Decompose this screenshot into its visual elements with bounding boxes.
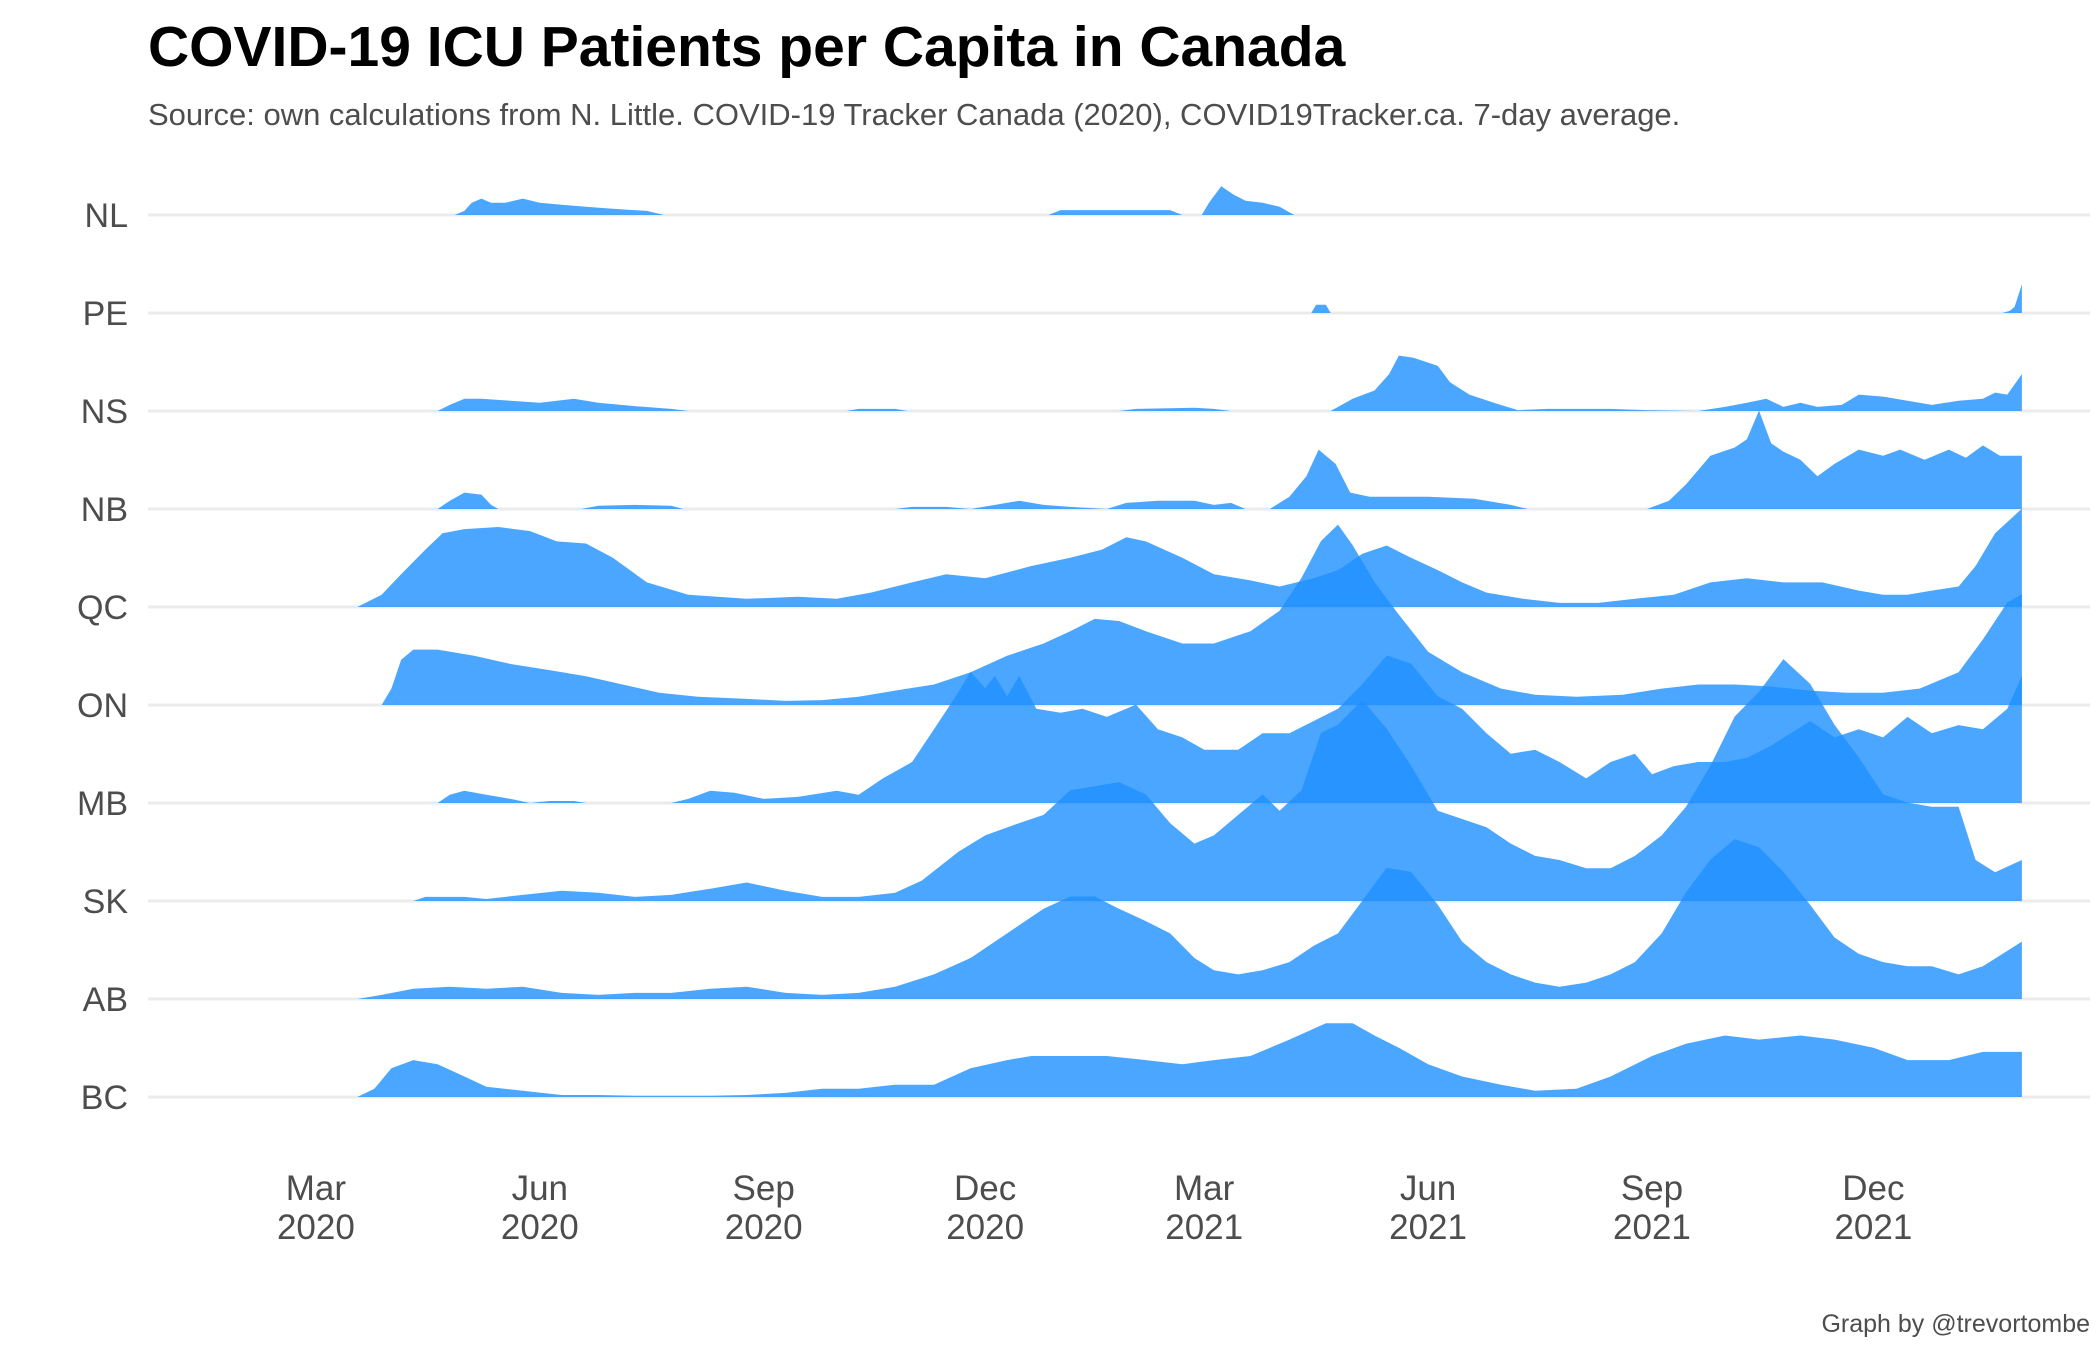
x-tick-year: 2021 <box>1165 1208 1243 1247</box>
y-label-bc: BC <box>81 1079 128 1117</box>
y-label-sk: SK <box>83 883 129 921</box>
x-tick-month: Dec <box>954 1169 1016 1208</box>
x-tick-year: 2020 <box>277 1208 355 1247</box>
chart-subtitle: Source: own calculations from N. Little.… <box>148 97 1681 132</box>
x-tick-year: 2021 <box>1389 1208 1467 1247</box>
x-tick-month: Jun <box>512 1169 568 1208</box>
area-nb <box>437 410 2022 509</box>
x-axis-labels: Mar2020Jun2020Sep2020Dec2020Mar2021Jun20… <box>277 1169 1912 1247</box>
chart-caption: Graph by @trevortombe <box>1821 1310 2090 1338</box>
y-label-qc: QC <box>77 589 128 627</box>
x-tick-month: Dec <box>1842 1169 1904 1208</box>
y-label-nl: NL <box>85 197 128 235</box>
area-ab <box>357 839 2022 999</box>
area-bc <box>357 1023 2022 1097</box>
y-label-ns: NS <box>81 393 128 431</box>
series-areas <box>357 186 2022 1097</box>
area-nl <box>454 186 1295 215</box>
chart-title: COVID-19 ICU Patients per Capita in Cana… <box>148 15 1346 79</box>
y-label-nb: NB <box>81 491 128 529</box>
area-sk <box>413 659 2022 901</box>
x-tick-year: 2020 <box>725 1208 803 1247</box>
y-label-on: ON <box>77 687 128 725</box>
area-ns <box>437 355 2022 411</box>
x-tick-month: Sep <box>733 1169 795 1208</box>
x-tick-year: 2021 <box>1613 1208 1691 1247</box>
area-mb <box>437 655 2022 803</box>
y-label-mb: MB <box>77 785 128 823</box>
y-label-pe: PE <box>83 295 128 333</box>
y-axis-labels: NL PE NS NB QC ON MB SK AB BC <box>77 197 128 1117</box>
area-qc <box>357 508 2022 607</box>
x-tick-month: Mar <box>286 1169 347 1208</box>
x-tick-year: 2020 <box>946 1208 1024 1247</box>
area-pe <box>1311 284 2022 313</box>
x-tick-year: 2021 <box>1834 1208 1912 1247</box>
x-tick-month: Sep <box>1621 1169 1683 1208</box>
area-on <box>381 524 2022 705</box>
x-tick-month: Mar <box>1174 1169 1235 1208</box>
x-tick-month: Jun <box>1400 1169 1456 1208</box>
x-tick-year: 2020 <box>501 1208 579 1247</box>
y-label-ab: AB <box>83 981 128 1019</box>
